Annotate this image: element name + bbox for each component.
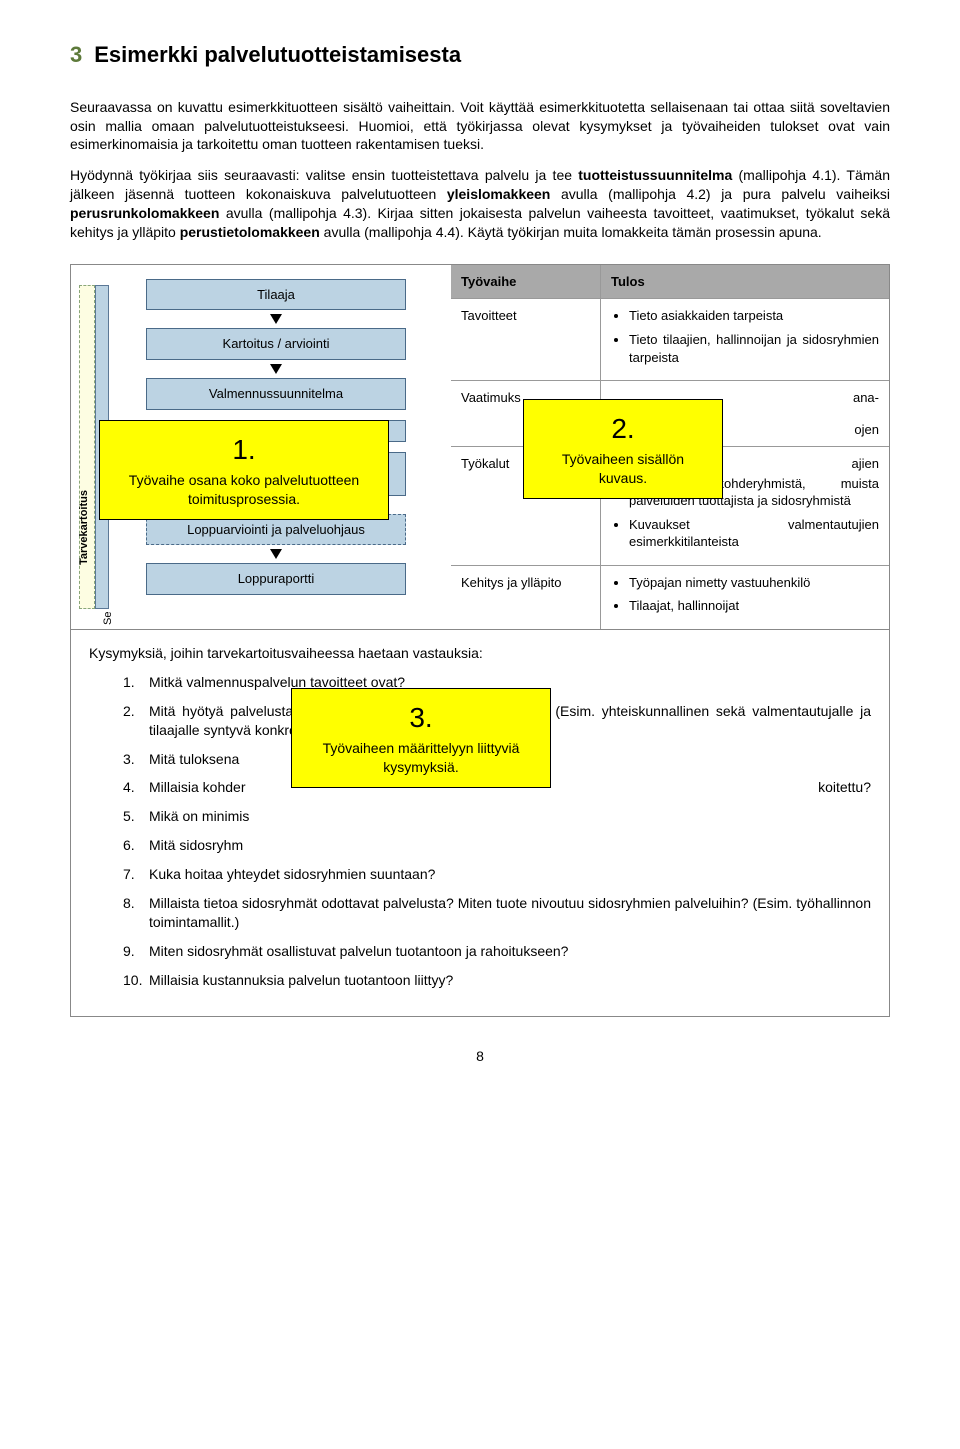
page-number: 8 [70,1047,890,1066]
th-tyovaihe: Työvaihe [451,265,601,299]
p2-b2: yleislomakkeen [447,186,551,202]
callout-3-num: 3. [304,699,538,737]
bullet: Tieto tilaajien, hallinnoijan ja sidosry… [629,331,879,366]
question-item: 10.Millaisia kustannuksia palvelun tuota… [149,971,871,990]
callout-1-num: 1. [112,431,376,469]
question-item: 9.Miten sidosryhmät osallistuvat palvelu… [149,942,871,961]
question-item: 5.Mikä on minimis [149,807,871,826]
callout-3-text: Työvaiheen määrittelyyn liittyviä kysymy… [323,740,520,775]
p2-f: avulla (mallipohja 4.4). Käytä työkirjan… [320,224,822,240]
bullet: Työpajan nimetty vastuuhenkilö [629,574,879,592]
q-text: Kuka hoitaa yhteydet sidosryhmien suunta… [149,866,435,882]
question-item: 6.Mitä sidosryhm [149,836,871,855]
section-number: 3 [70,42,82,67]
p2-b3: perusrunkolomakkeen [70,205,219,221]
bullet: Tieto asiakkaiden tarpeista [629,307,879,325]
q-text: Mikä on minimis [149,808,249,824]
flow-tilaaja: Tilaaja [146,279,406,311]
callout-1-text: Työvaihe osana koko palvelutuotteen toim… [129,472,359,507]
section-title: 3 Esimerkki palvelutuotteistamisesta [70,40,890,70]
p2-d: avulla (mallipohja 4.2) ja pura palvelu … [550,186,890,202]
td-tavoitteet: Tavoitteet [451,299,601,380]
paragraph-2: Hyödynnä työkirjaa siis seuraavasti: val… [70,166,890,242]
callout-2-num: 2. [536,410,710,448]
p2-a: Hyödynnä työkirjaa siis seuraavasti: val… [70,167,578,183]
table-row: Tavoitteet Tieto asiakkaiden tarpeista T… [451,299,889,381]
table-header-row: Työvaihe Tulos [451,265,889,300]
bullet: Tilaajat, hallinnoijat [629,597,879,615]
arrow-icon [270,314,282,324]
section-heading: Esimerkki palvelutuotteistamisesta [94,42,461,67]
q-text: Mitä tuloksena [149,751,239,767]
p2-b4: perustietolomakkeen [180,224,320,240]
bullet: Kuvaukset valmentautujien esimerkkitilan… [629,516,879,551]
callout-3: 3. Työvaiheen määrittelyyn liittyviä kys… [291,688,551,788]
q-text: Millaisia kohder [149,779,245,795]
flow-kartoitus: Kartoitus / arviointi [146,328,406,360]
q-text: Millaista tietoa sidosryhmät odottavat p… [149,895,871,930]
vlabel-se: Se [101,611,116,624]
callout-2: 2. Työvaiheen sisällön kuvaus. [523,399,723,499]
question-item: 8.Millaista tietoa sidosryhmät odottavat… [149,894,871,932]
paragraph-1: Seuraavassa on kuvattu esimerkkituotteen… [70,98,890,155]
question-item: 7.Kuka hoitaa yhteydet sidosryhmien suun… [149,865,871,884]
table-row: Kehitys ja ylläpito Työpajan nimetty vas… [451,566,889,629]
diagram-container: Tarvekartoitus Se nti Tilaaja Kartoitus … [70,264,890,1017]
td-kehitys-val: Työpajan nimetty vastuuhenkilö Tilaajat,… [601,566,889,629]
questions-area: Kysymyksiä, joihin tarvekartoitusvaihees… [71,629,889,1016]
flow-valmennus: Valmennussuunnitelma [146,378,406,410]
q-text-r: koitettu? [818,778,871,797]
q-text: Mitä sidosryhm [149,837,243,853]
td-tavoitteet-val: Tieto asiakkaiden tarpeista Tieto tilaaj… [601,299,889,380]
callout-2-text: Työvaiheen sisällön kuvaus. [562,451,684,486]
q-text: Millaisia kustannuksia palvelun tuotanto… [149,972,453,988]
q-text: Miten sidosryhmät osallistuvat palvelun … [149,943,568,959]
th-tulos: Tulos [601,265,889,299]
callout-1: 1. Työvaihe osana koko palvelutuotteen t… [99,420,389,520]
arrow-icon [270,549,282,559]
flow-loppuraportti: Loppuraportti [146,563,406,595]
vlabel-tarvekartoitus: Tarvekartoitus [77,490,92,565]
questions-intro: Kysymyksiä, joihin tarvekartoitusvaihees… [89,644,871,663]
td-kehitys: Kehitys ja ylläpito [451,566,601,629]
p2-b1: tuotteistussuunnitelma [578,167,732,183]
arrow-icon [270,364,282,374]
